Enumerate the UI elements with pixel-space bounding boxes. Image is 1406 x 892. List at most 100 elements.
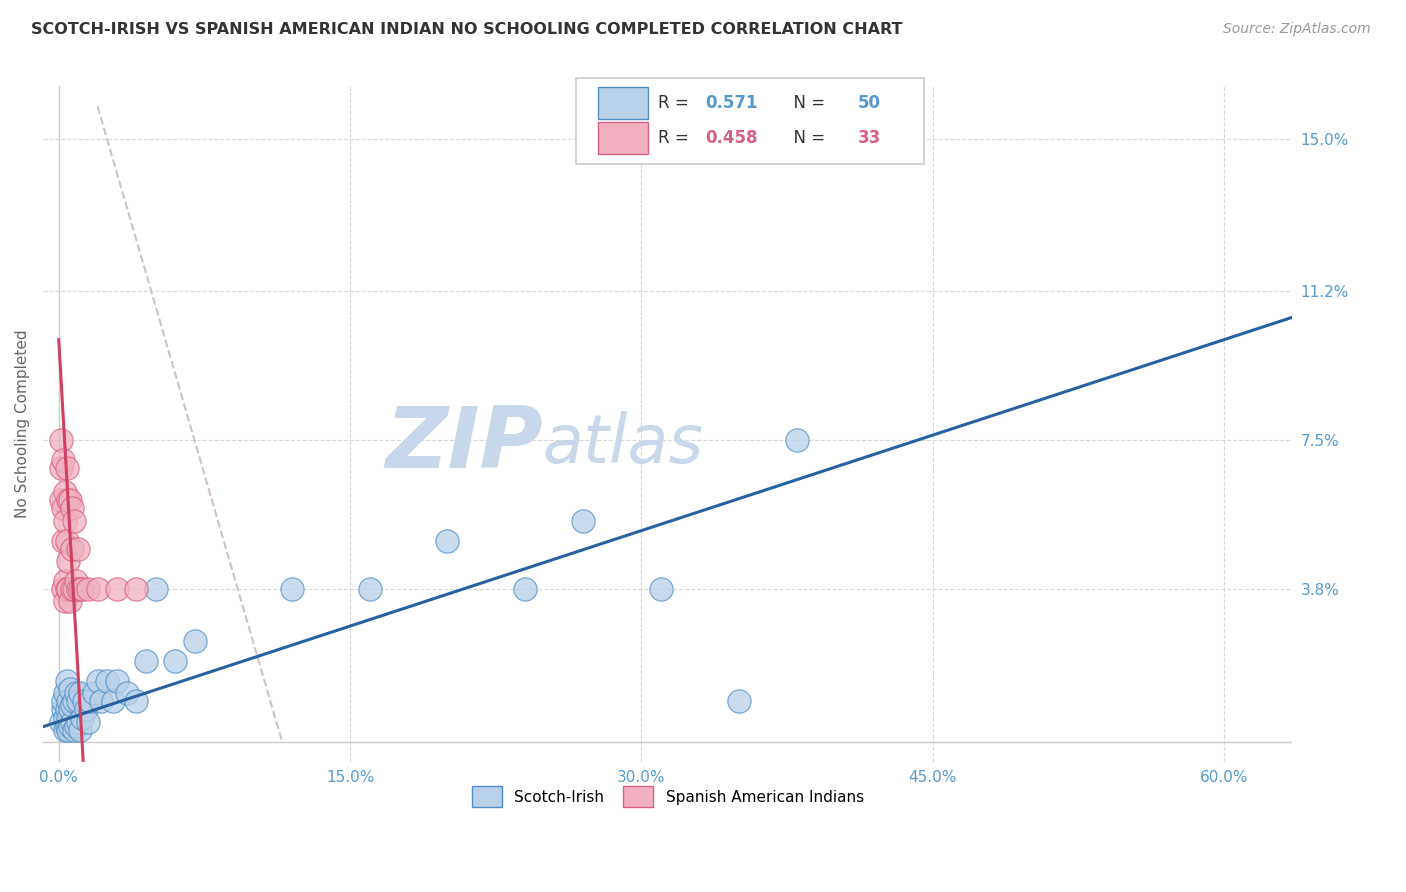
Point (53, 574, 76, 588)
Point (52, 453, 75, 467)
Point (69, 723, 91, 737)
Point (86, 582, 108, 596)
Point (49, 714, 72, 729)
FancyBboxPatch shape (598, 122, 648, 154)
Point (165, 654, 187, 668)
Y-axis label: No Schooling Completed: No Schooling Completed (15, 330, 30, 518)
Text: 0.571: 0.571 (706, 95, 758, 112)
Point (73, 694, 96, 708)
Text: 50: 50 (858, 95, 880, 112)
Text: 33: 33 (858, 129, 880, 147)
Point (83, 686, 105, 700)
Point (69, 582, 91, 596)
Point (59, 682, 82, 697)
Point (145, 582, 167, 596)
Point (70, 582, 93, 596)
Point (67, 694, 90, 708)
Point (55, 461, 77, 475)
FancyBboxPatch shape (598, 87, 648, 120)
Point (67, 541, 90, 556)
Point (67, 714, 90, 729)
Point (49, 461, 72, 475)
Point (49, 493, 72, 508)
Point (59, 594, 82, 608)
Point (53, 594, 76, 608)
Point (436, 533, 458, 548)
Point (105, 674, 128, 689)
Text: SCOTCH-IRISH VS SPANISH AMERICAN INDIAN NO SCHOOLING COMPLETED CORRELATION CHART: SCOTCH-IRISH VS SPANISH AMERICAN INDIAN … (31, 22, 903, 37)
FancyBboxPatch shape (576, 78, 924, 164)
Point (58, 582, 80, 596)
Point (53, 723, 76, 737)
Point (55, 582, 77, 596)
Text: R =: R = (658, 95, 693, 112)
Point (52, 501, 75, 516)
Point (59, 702, 82, 716)
Point (79, 694, 101, 708)
Point (63, 582, 86, 596)
Point (52, 533, 75, 548)
Legend: Scotch-Irish, Spanish American Indians: Scotch-Irish, Spanish American Indians (465, 780, 870, 814)
Point (60, 698, 83, 713)
Point (63, 694, 86, 708)
Point (65, 574, 87, 588)
Point (53, 710, 76, 724)
Point (58, 723, 80, 737)
Point (52, 582, 75, 596)
Point (135, 654, 157, 668)
Point (65, 686, 87, 700)
Point (58, 493, 80, 508)
Point (105, 582, 128, 596)
Point (63, 723, 86, 737)
Point (52, 694, 75, 708)
Point (101, 694, 124, 708)
Point (650, 582, 672, 596)
Text: 0.458: 0.458 (706, 129, 758, 147)
Point (67, 582, 90, 596)
Text: R =: R = (658, 129, 693, 147)
Point (49, 433, 72, 447)
Point (125, 582, 148, 596)
Point (53, 514, 76, 528)
Point (58, 710, 80, 724)
Point (58, 554, 80, 568)
Point (59, 493, 82, 508)
Point (86, 674, 108, 689)
Point (90, 694, 112, 708)
Point (513, 582, 536, 596)
Point (69, 686, 91, 700)
Point (60, 501, 83, 516)
Point (58, 694, 80, 708)
Text: ZIP: ZIP (385, 403, 543, 486)
Point (60, 714, 83, 729)
Point (52, 702, 75, 716)
Point (281, 582, 304, 596)
Point (65, 718, 87, 732)
Point (53, 485, 76, 500)
Point (75, 702, 97, 716)
Text: N =: N = (783, 95, 830, 112)
Point (60, 582, 83, 596)
Point (96, 674, 118, 689)
Text: Source: ZipAtlas.com: Source: ZipAtlas.com (1223, 22, 1371, 37)
Point (183, 634, 205, 648)
Point (572, 514, 595, 528)
Point (55, 533, 77, 548)
Text: N =: N = (783, 129, 830, 147)
Point (786, 433, 808, 447)
Text: atlas: atlas (543, 411, 704, 477)
Point (55, 702, 77, 716)
Point (60, 541, 83, 556)
Point (76, 582, 98, 596)
Point (115, 686, 138, 700)
Point (76, 714, 98, 729)
Point (63, 514, 86, 528)
Point (53, 686, 76, 700)
Point (125, 694, 148, 708)
Point (727, 694, 749, 708)
Point (359, 582, 381, 596)
Point (55, 718, 77, 732)
Point (55, 674, 77, 689)
Point (70, 710, 93, 724)
Point (59, 718, 82, 732)
